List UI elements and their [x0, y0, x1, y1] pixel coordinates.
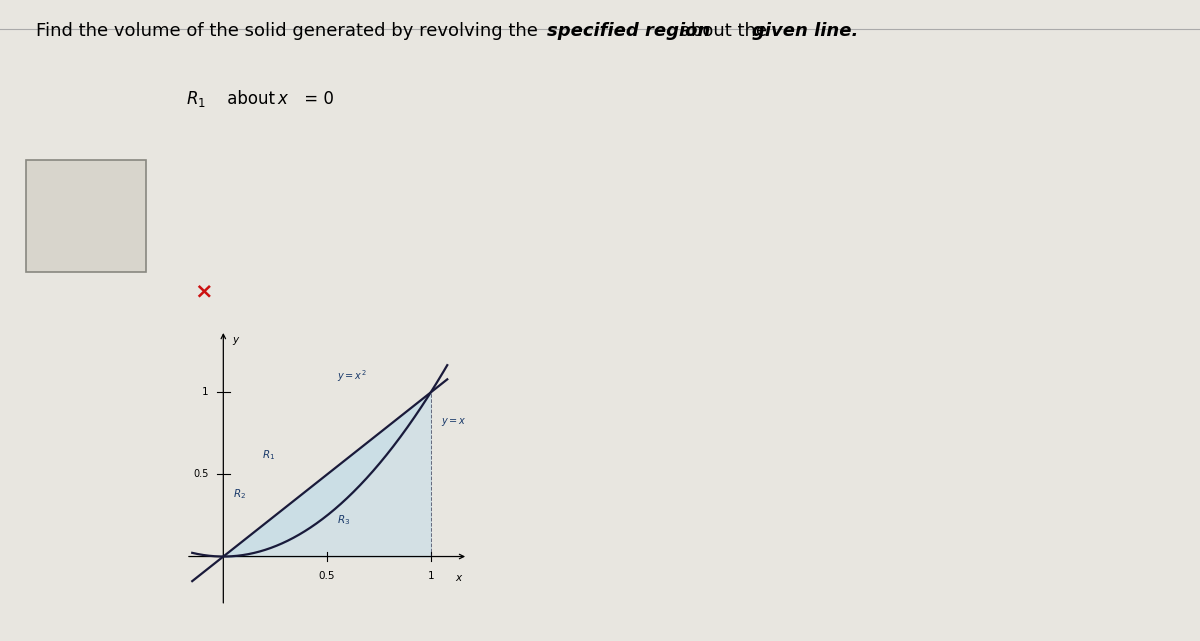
Text: 0.5: 0.5	[193, 469, 209, 479]
Text: $R_1$: $R_1$	[263, 448, 276, 462]
Text: ×: ×	[194, 281, 214, 302]
Text: $R_3$: $R_3$	[337, 513, 350, 528]
Text: $x$: $x$	[277, 90, 289, 108]
Text: Find the volume of the solid generated by revolving the: Find the volume of the solid generated b…	[36, 22, 544, 40]
Text: $R_2$: $R_2$	[233, 487, 246, 501]
Text: = 0: = 0	[299, 90, 334, 108]
Text: 1: 1	[202, 387, 209, 397]
Text: $\pi$: $\pi$	[79, 186, 94, 206]
Text: $y = x$: $y = x$	[442, 416, 467, 428]
Text: $y$: $y$	[232, 335, 240, 347]
Text: 0.5: 0.5	[319, 571, 335, 581]
Bar	[26, 160, 146, 272]
Text: 2: 2	[79, 238, 94, 258]
Text: 1: 1	[427, 571, 434, 581]
Text: $R_1$: $R_1$	[186, 89, 206, 110]
Text: $y = x^2$: $y = x^2$	[337, 369, 367, 384]
Text: $x$: $x$	[455, 573, 464, 583]
Text: about the: about the	[674, 22, 773, 40]
Text: specified region: specified region	[547, 22, 710, 40]
Text: about: about	[222, 90, 281, 108]
Text: given line.: given line.	[752, 22, 859, 40]
